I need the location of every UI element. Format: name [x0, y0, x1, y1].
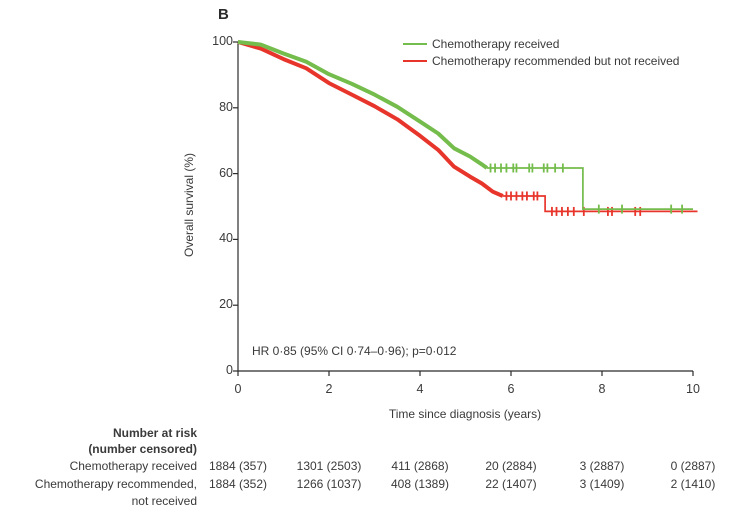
risk-count-cell: 22 (1407) — [485, 477, 537, 491]
risk-row-label-not-received-line2: not received — [131, 494, 197, 508]
legend-item-not-received: Chemotherapy recommended but not receive… — [403, 54, 679, 68]
survival-curve-tail — [486, 167, 693, 210]
risk-count-cell: 1266 (1037) — [296, 477, 362, 491]
risk-count-cell: 3 (2887) — [579, 459, 625, 473]
y-tick-label: 40 — [219, 231, 233, 245]
y-tick-label: 0 — [226, 363, 233, 377]
risk-count-cell: 408 (1389) — [390, 477, 450, 491]
legend-line-green — [403, 43, 427, 45]
hazard-ratio-annotation: HR 0·85 (95% CI 0·74–0·96); p=0·012 — [252, 344, 457, 358]
survival-curve-dense — [237, 40, 489, 170]
x-tick-label: 0 — [234, 382, 242, 396]
panel-label: B — [218, 6, 229, 23]
risk-table-header-line1: Number at risk — [112, 426, 197, 440]
y-tick-label: 100 — [212, 34, 233, 48]
x-tick-label: 10 — [686, 382, 700, 396]
risk-count-cell: 1301 (2503) — [296, 459, 362, 473]
y-tick-label: 80 — [219, 100, 233, 114]
legend-line-red — [403, 60, 427, 62]
risk-count-cell: 3 (1409) — [579, 477, 625, 491]
risk-count-cell: 0 (2887) — [670, 459, 716, 473]
y-tick-label: 20 — [219, 297, 233, 311]
legend-label-received: Chemotherapy received — [432, 37, 560, 51]
legend-label-not-received: Chemotherapy recommended but not receive… — [432, 54, 680, 68]
axes-lines — [237, 42, 693, 372]
risk-count-cell: 20 (2884) — [485, 459, 537, 473]
risk-table-header-line2: (number censored) — [88, 442, 197, 456]
x-tick-label: 6 — [507, 382, 515, 396]
risk-count-cell: 1884 (352) — [208, 477, 268, 491]
risk-row-label-not-received-line1: Chemotherapy recommended, — [34, 477, 197, 491]
x-axis-title: Time since diagnosis (years) — [388, 407, 542, 421]
survival-curve-dense — [237, 40, 504, 198]
legend-item-received: Chemotherapy received — [403, 37, 559, 51]
x-tick-label: 8 — [598, 382, 606, 396]
risk-row-label-received: Chemotherapy received — [69, 459, 197, 473]
y-tick-label: 60 — [219, 166, 233, 180]
x-tick-label: 2 — [325, 382, 333, 396]
y-axis-title: Overall survival (%) — [182, 153, 196, 258]
risk-count-cell: 411 (2868) — [391, 459, 449, 473]
x-tick-label: 4 — [416, 382, 424, 396]
risk-count-cell: 2 (1410) — [670, 477, 716, 491]
risk-count-cell: 1884 (357) — [208, 459, 268, 473]
